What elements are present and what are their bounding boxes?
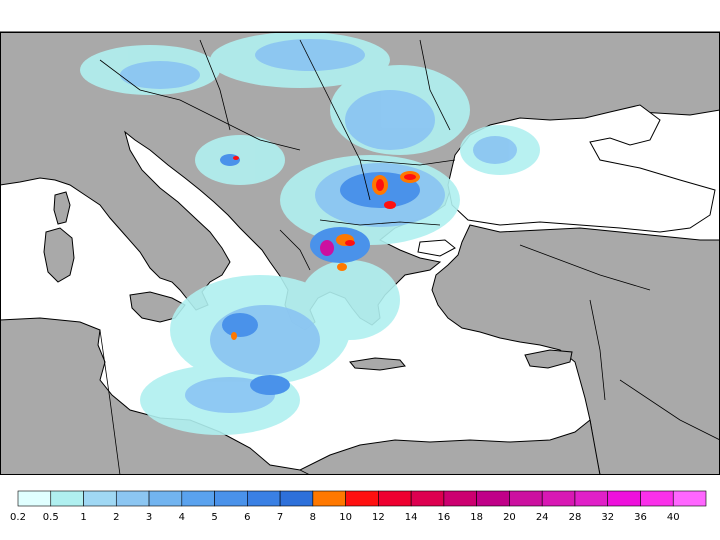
land-anatolia — [431, 224, 720, 475]
colorbar-swatch — [345, 490, 379, 507]
colorbar-tick-label: 16 — [438, 512, 451, 523]
colorbar-tick-label: 7 — [277, 512, 283, 523]
colorbar-tick-label: 3 — [146, 512, 152, 523]
colorbar-tick-label: 1 — [80, 512, 86, 523]
colorbar-tick-label: 4 — [179, 512, 185, 523]
colorbar-swatch — [115, 490, 150, 507]
precip-layer — [80, 32, 540, 435]
colorbar-swatch — [247, 490, 281, 507]
colorbar-tick-label: 2 — [113, 512, 119, 523]
colorbar-swatch — [83, 490, 117, 507]
colorbar-swatch — [574, 490, 609, 507]
colorbar-swatch — [312, 490, 346, 507]
colorbar-swatches — [17, 490, 707, 507]
colorbar-swatch — [443, 490, 477, 507]
colorbar-tick-label: 24 — [536, 512, 549, 523]
colorbar-tick-label: 32 — [601, 512, 614, 523]
colorbar-tick-label: 20 — [503, 512, 516, 523]
land-north-africa — [0, 317, 601, 475]
colorbar-tick-label: 0.5 — [43, 512, 59, 523]
colorbar-swatch — [607, 490, 641, 507]
colorbar-tick-label: 28 — [569, 512, 582, 523]
colorbar-swatch — [640, 490, 674, 507]
colorbar-tick-label: 36 — [634, 512, 647, 523]
colorbar-swatch — [672, 490, 707, 507]
colorbar-swatch — [148, 490, 183, 507]
colorbar-tick-label: 5 — [211, 512, 217, 523]
sea-of-marmara — [417, 239, 456, 257]
colorbar-swatch — [509, 490, 543, 507]
colorbar-swatch — [476, 490, 510, 507]
precipitation-map — [0, 31, 720, 475]
colorbar-tick-label: 18 — [470, 512, 483, 523]
colorbar-swatch — [378, 490, 412, 507]
colorbar-tick-label: 14 — [405, 512, 418, 523]
colorbar-tick-label: 12 — [372, 512, 385, 523]
colorbar-labels: 0.2 0.5 1 2 3 4 5 6 7 8 10 12 14 16 18 20 24 28 32 36 40 — [10, 512, 680, 523]
colorbar-swatch — [410, 490, 445, 507]
country-borders — [99, 39, 720, 475]
colorbar-tick-label: 40 — [667, 512, 680, 523]
colorbar-swatch — [214, 490, 248, 507]
land-corsica — [53, 191, 71, 225]
land-sardinia — [43, 227, 75, 283]
colorbar-tick-label: 6 — [244, 512, 250, 523]
colorbar-tick-label: 10 — [339, 512, 352, 523]
colorbar-swatch — [541, 490, 576, 507]
colorbar-swatch — [279, 490, 314, 507]
land-crete — [349, 357, 406, 371]
colorbar-tick-label: 8 — [310, 512, 316, 523]
land-cyprus — [524, 349, 573, 369]
colorbar-tick-label: 0.2 — [10, 512, 26, 523]
precip-intense — [231, 156, 420, 340]
colorbar-swatch — [181, 490, 215, 507]
colorbar-swatch — [17, 490, 52, 507]
colorbar-swatch — [50, 490, 84, 507]
colorbar-legend: 0.2 0.5 1 2 3 4 5 6 7 8 10 12 14 16 18 20 24 28 32 36 40 — [10, 490, 707, 523]
